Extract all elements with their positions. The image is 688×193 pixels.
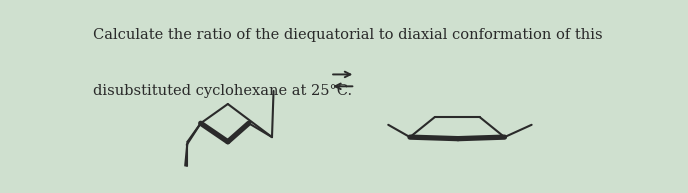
Text: disubstituted cyclohexane at 25°C.: disubstituted cyclohexane at 25°C. <box>93 84 352 98</box>
Text: Calculate the ratio of the diequatorial to diaxial conformation of this: Calculate the ratio of the diequatorial … <box>93 28 603 42</box>
